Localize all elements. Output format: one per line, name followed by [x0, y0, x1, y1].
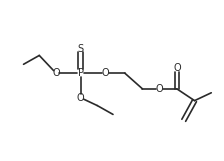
- Text: O: O: [101, 68, 109, 78]
- Text: O: O: [52, 68, 60, 78]
- Text: O: O: [77, 93, 84, 103]
- Text: O: O: [155, 84, 163, 94]
- Text: P: P: [78, 68, 84, 78]
- Text: S: S: [78, 44, 84, 54]
- Text: O: O: [173, 63, 181, 73]
